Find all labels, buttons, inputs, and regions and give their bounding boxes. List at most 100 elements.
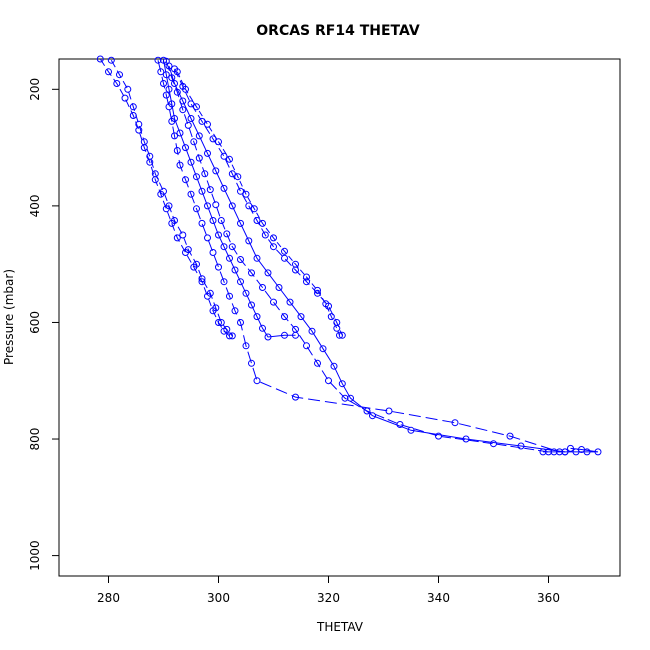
data-point — [253, 254, 261, 262]
data-point — [121, 94, 129, 102]
data-point — [190, 138, 198, 146]
data-point — [228, 170, 236, 178]
data-point — [217, 217, 225, 224]
data-point — [435, 432, 442, 440]
data-point — [209, 135, 217, 143]
data-point — [451, 419, 459, 427]
data-point — [270, 243, 277, 251]
data-point — [198, 278, 206, 286]
x-tick-label: 280 — [97, 591, 120, 605]
data-point — [303, 273, 310, 281]
data-point — [242, 190, 250, 198]
data-point — [539, 448, 547, 456]
data-point — [223, 325, 231, 333]
data-point — [270, 234, 277, 242]
data-point — [330, 362, 338, 370]
data-point — [160, 187, 167, 195]
data-point — [270, 298, 277, 306]
data-point — [231, 266, 239, 274]
data-point — [212, 304, 220, 312]
x-axis-label: THETAV — [316, 620, 364, 634]
data-point — [237, 256, 244, 263]
data-point — [228, 202, 236, 210]
data-point — [171, 217, 178, 224]
y-tick-label: 1000 — [28, 540, 42, 571]
data-point — [248, 301, 255, 309]
data-point — [193, 103, 200, 111]
series-line — [165, 61, 549, 453]
data-point — [303, 342, 310, 350]
y-tick-label: 800 — [28, 428, 42, 451]
data-point — [146, 152, 154, 160]
data-point — [173, 234, 181, 242]
data-point — [171, 115, 178, 122]
data-point — [96, 55, 104, 63]
data-point — [179, 106, 187, 114]
data-point — [165, 85, 173, 93]
data-point — [195, 132, 203, 140]
data-point — [220, 152, 228, 160]
data-point — [275, 284, 283, 291]
data-point — [237, 278, 244, 286]
data-point — [223, 230, 231, 238]
data-point — [195, 154, 203, 162]
data-point — [198, 117, 206, 125]
data-point — [338, 380, 346, 388]
data-point — [517, 442, 525, 450]
data-point — [231, 307, 239, 315]
data-point — [157, 68, 165, 76]
series-line — [168, 65, 566, 453]
data-point — [215, 138, 222, 146]
data-point — [322, 300, 330, 308]
data-point — [187, 190, 195, 198]
data-point — [168, 100, 176, 108]
series-line — [99, 58, 230, 337]
data-point — [226, 292, 233, 300]
data-point — [182, 176, 189, 184]
data-point — [220, 184, 228, 192]
data-point — [116, 71, 123, 79]
data-point — [187, 115, 195, 122]
data-point — [226, 155, 233, 163]
data-point — [325, 377, 332, 385]
y-axis: 200 400 600 800 1000 — [28, 78, 59, 571]
data-point — [173, 147, 181, 154]
data-point — [187, 158, 195, 166]
data-point — [281, 313, 288, 321]
data-point — [336, 331, 343, 339]
plot-frame — [58, 58, 621, 577]
data-point — [259, 284, 266, 291]
data-point — [184, 246, 192, 254]
data-point — [253, 313, 261, 321]
series-layer — [96, 55, 602, 456]
data-point — [105, 68, 112, 76]
data-point — [220, 243, 228, 251]
data-point — [327, 313, 335, 321]
data-point — [594, 448, 602, 456]
data-point — [297, 313, 305, 321]
data-point — [319, 345, 327, 353]
data-point — [179, 231, 187, 239]
y-tick-label: 200 — [28, 78, 42, 101]
data-point — [567, 444, 574, 452]
data-point — [226, 254, 233, 262]
data-point — [140, 138, 148, 146]
data-point — [171, 80, 178, 87]
series-line — [176, 71, 340, 336]
data-point — [212, 201, 220, 209]
series-line — [163, 60, 296, 338]
data-point — [220, 278, 228, 286]
data-point — [264, 333, 272, 341]
data-point — [490, 440, 497, 448]
data-point — [253, 217, 261, 224]
data-point — [303, 278, 310, 286]
data-point — [162, 91, 170, 99]
data-point — [234, 173, 242, 181]
data-point — [198, 219, 206, 227]
data-point — [201, 170, 209, 178]
data-point — [281, 331, 288, 339]
data-point — [184, 121, 192, 129]
data-point — [165, 202, 173, 210]
data-point — [182, 144, 189, 152]
data-point — [561, 448, 569, 456]
